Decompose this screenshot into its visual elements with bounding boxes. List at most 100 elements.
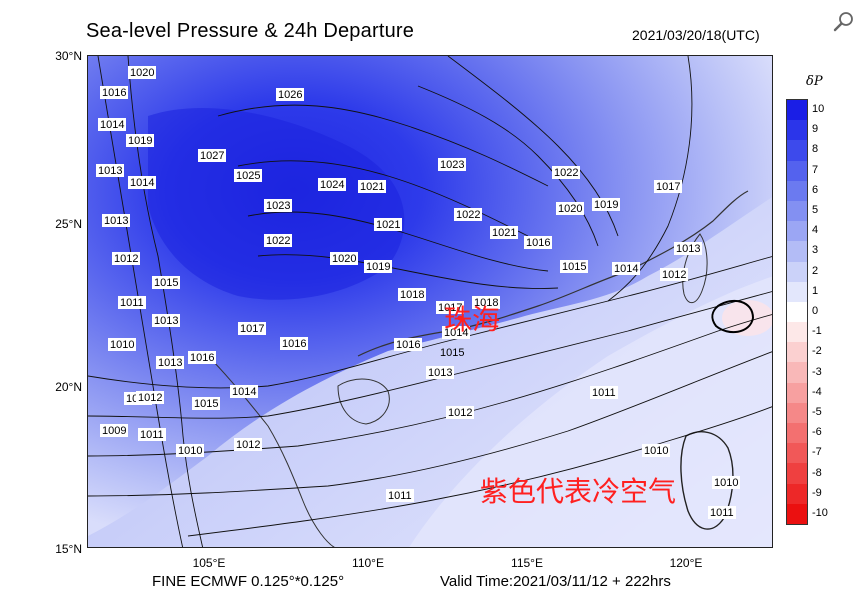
colorbar-tick-label: 9 <box>812 123 819 136</box>
isobar-label-text: 1023 <box>266 200 290 212</box>
isobar-label: 1022 <box>264 234 292 247</box>
isobar-label-text: 1016 <box>396 339 420 351</box>
colorbar-tick-label: -6 <box>812 426 822 439</box>
isobar-label: 1013 <box>674 242 702 255</box>
isobar-label: 1011 <box>118 296 146 309</box>
isobar-label-text: 1015 <box>562 261 586 273</box>
isobar-label-text: 1013 <box>428 367 452 379</box>
colorbar-tick-label: -3 <box>812 365 822 378</box>
isobar-label: 1010 <box>176 444 204 457</box>
colorbar-tick-label: -4 <box>812 385 822 398</box>
closed-low-contour <box>711 299 755 334</box>
colorbar-tick-label: 6 <box>812 183 819 196</box>
isobar-label-text: 1012 <box>138 392 162 404</box>
isobar-label-text: 1020 <box>558 203 582 215</box>
isobar-label: 1019 <box>126 134 154 147</box>
isobar-label-text: 1015 <box>194 398 218 410</box>
isobar-label: 1024 <box>318 178 346 191</box>
lon-label: 105°E <box>192 556 226 570</box>
colorbar-cell <box>787 200 807 222</box>
pressure-map: 1020 1016 1014 1013 1019 1014 1013 1012 … <box>88 56 772 547</box>
isobar-label: 1021 <box>490 226 518 239</box>
isobar-label-text: 1020 <box>130 67 154 79</box>
isobar-label-text: 1021 <box>376 219 400 231</box>
colorbar-title: δP <box>806 74 823 89</box>
isobar-label-text: 1017 <box>656 181 680 193</box>
colorbar-cell <box>787 180 807 201</box>
city-annotation: 珠海 <box>444 303 501 336</box>
chart-title: Sea-level Pressure & 24h Departure <box>86 20 415 42</box>
lat-label: 25°N <box>55 217 82 231</box>
isobar-label-text: 1023 <box>440 159 464 171</box>
colorbar-tick-label: -1 <box>812 325 822 338</box>
colorbar-tick-label: 4 <box>812 224 819 237</box>
isobar-label: 1020 <box>556 202 584 215</box>
isobar-label-text: 1022 <box>266 235 290 247</box>
isobar-label: 1026 <box>276 88 304 101</box>
colorbar-cell <box>787 463 807 484</box>
colorbar-tick-label: 5 <box>812 204 819 216</box>
isobar-label: 1013 <box>152 314 180 327</box>
colorbar-cell <box>787 120 807 141</box>
cold-air-note: 紫色代表冷空气 <box>480 475 677 508</box>
colorbar-cell <box>787 100 807 121</box>
isobar-label-text: 1011 <box>592 387 616 399</box>
isobar-label: 1013 <box>156 356 184 369</box>
isobar-label: 1013 <box>426 366 454 379</box>
isobar-label: 1015 <box>560 260 588 273</box>
isobar-label-text: 1016 <box>282 338 306 350</box>
isobar-label-text: 1022 <box>456 209 480 221</box>
isobar-label: 1019 <box>364 260 392 273</box>
isobar-label-text: 1009 <box>102 425 126 437</box>
colorbar-cell <box>787 261 807 282</box>
isobar-label-text: 1011 <box>120 297 144 309</box>
isobar-label-text: 1011 <box>710 507 734 519</box>
isobar-label: 1013 <box>102 214 130 227</box>
isobar-label: 1015 <box>440 347 464 359</box>
isobar-label: 1021 <box>358 180 386 193</box>
isobar-label: 1013 <box>96 164 124 177</box>
isobar-label-text: 1010 <box>714 477 738 489</box>
colorbar-tick-label: 1 <box>812 284 819 297</box>
isobar-label: 1019 <box>592 198 620 211</box>
isobar-label: 1014 <box>98 118 126 131</box>
isobar-label-text: 1018 <box>400 289 424 301</box>
isobar-label-text: 1019 <box>128 135 152 147</box>
colorbar-tick-label: 8 <box>812 143 819 156</box>
colorbar-cell <box>787 160 807 181</box>
colorbar-cell <box>787 342 807 363</box>
isobar-label-text: 1020 <box>332 253 356 265</box>
hainan-island <box>337 378 390 425</box>
colorbar-cell <box>787 241 807 262</box>
lat-label: 15°N <box>55 542 82 556</box>
isobar-label: 1011 <box>386 489 414 502</box>
isobar-label-text: 1012 <box>114 253 138 265</box>
isobar-label: 1009 <box>100 424 128 437</box>
colorbar-cell <box>787 503 807 524</box>
isobar-label: 1012 <box>660 268 688 281</box>
isobar-label-text: 1011 <box>140 429 164 441</box>
colorbar-cell <box>787 402 807 423</box>
isobar-label: 1012 <box>112 252 140 265</box>
isobar-label-text: 1013 <box>98 165 122 177</box>
isobar-label-text: 1019 <box>594 199 618 211</box>
isobar-label-text: 1027 <box>200 150 224 162</box>
colorbar-tick-label: 7 <box>812 163 819 176</box>
colorbar-cell <box>787 322 807 343</box>
colorbar-cell <box>787 281 807 302</box>
isobar-label-text: 1013 <box>158 357 182 369</box>
magnifier-icon[interactable] <box>832 10 856 34</box>
isobar-label-text: 1010 <box>178 445 202 457</box>
isobar-label-text: 1013 <box>104 215 128 227</box>
isobar-label-text: 1011 <box>388 490 412 502</box>
model-label: FINE ECMWF 0.125°*0.125° <box>152 573 345 590</box>
isobar-label-text: 1013 <box>676 243 700 255</box>
isobar-label: 1016 <box>280 337 308 350</box>
isobar-label-text: 1021 <box>492 227 516 239</box>
lon-label: 115°E <box>511 556 543 570</box>
colorbar <box>786 99 808 525</box>
map-panel: 1020 1016 1014 1013 1019 1014 1013 1012 … <box>87 55 773 548</box>
isobar-label: 1021 <box>374 218 402 231</box>
lon-label: 120°E <box>669 556 703 570</box>
isobar-label: 1023 <box>438 158 466 171</box>
